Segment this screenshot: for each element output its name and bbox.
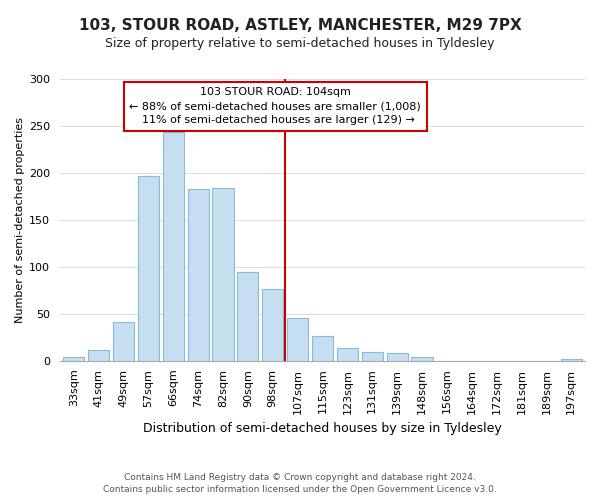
Bar — [337, 348, 358, 361]
Y-axis label: Number of semi-detached properties: Number of semi-detached properties — [15, 117, 25, 323]
Bar — [163, 132, 184, 361]
Bar — [237, 272, 259, 361]
Text: 103 STOUR ROAD: 104sqm
← 88% of semi-detached houses are smaller (1,008)
  11% o: 103 STOUR ROAD: 104sqm ← 88% of semi-det… — [130, 88, 421, 126]
Text: 103, STOUR ROAD, ASTLEY, MANCHESTER, M29 7PX: 103, STOUR ROAD, ASTLEY, MANCHESTER, M29… — [79, 18, 521, 32]
Bar — [88, 350, 109, 361]
Bar — [561, 359, 582, 361]
Bar — [386, 352, 408, 361]
Bar — [412, 358, 433, 361]
Text: Contains HM Land Registry data © Crown copyright and database right 2024.: Contains HM Land Registry data © Crown c… — [124, 473, 476, 482]
Bar — [113, 322, 134, 361]
X-axis label: Distribution of semi-detached houses by size in Tyldesley: Distribution of semi-detached houses by … — [143, 422, 502, 435]
Bar — [262, 288, 283, 361]
Bar — [188, 189, 209, 361]
Bar — [63, 358, 84, 361]
Bar — [138, 176, 159, 361]
Bar — [362, 352, 383, 361]
Bar — [312, 336, 333, 361]
Text: Contains public sector information licensed under the Open Government Licence v3: Contains public sector information licen… — [103, 486, 497, 494]
Bar — [287, 318, 308, 361]
Bar — [212, 188, 233, 361]
Text: Size of property relative to semi-detached houses in Tyldesley: Size of property relative to semi-detach… — [105, 38, 495, 51]
